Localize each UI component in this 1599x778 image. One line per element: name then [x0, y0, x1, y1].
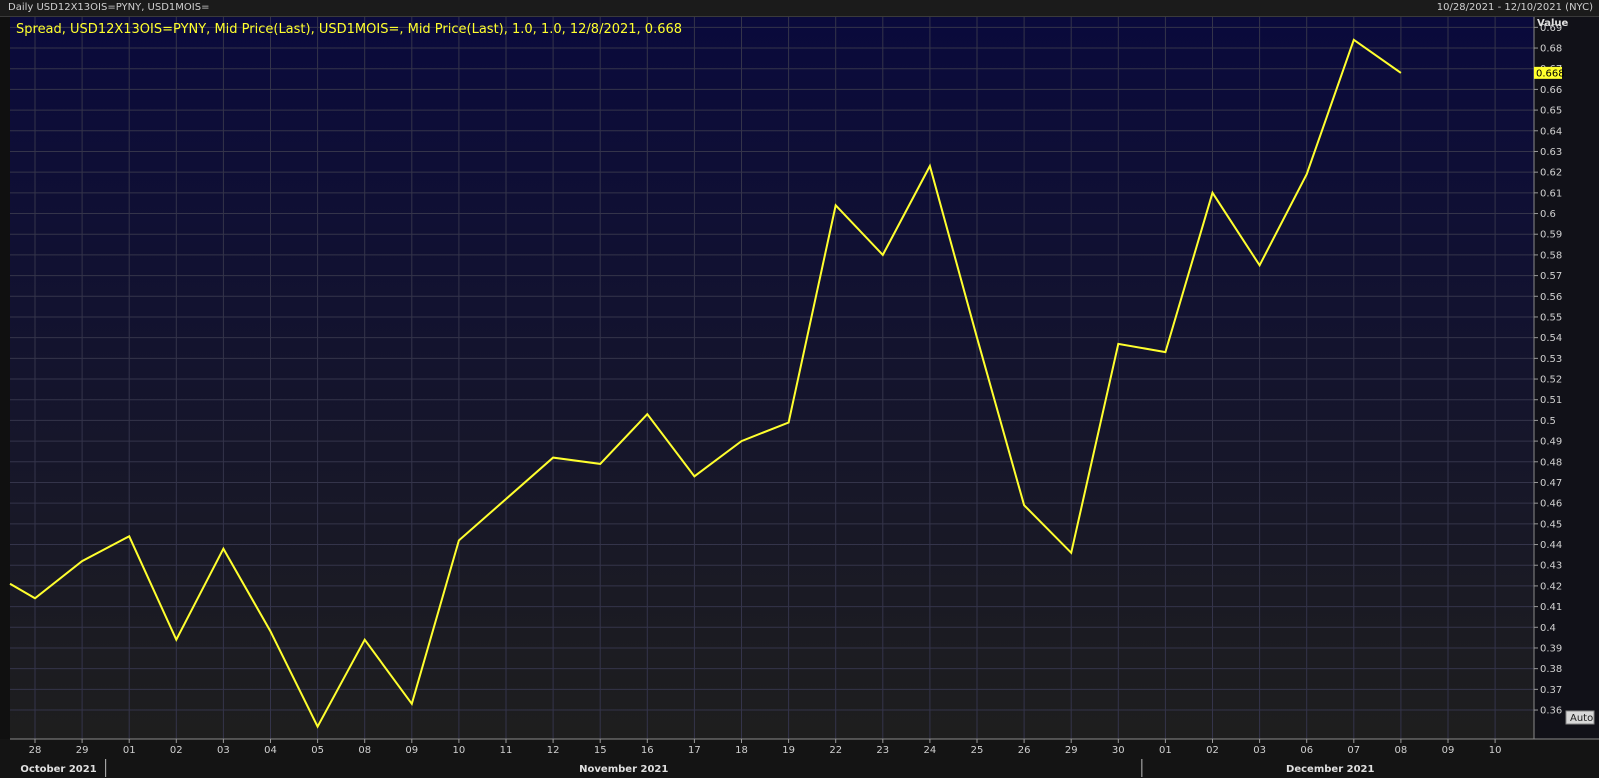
x-tick-label: 28 [29, 745, 42, 756]
y-tick-label: 0.53 [1540, 354, 1562, 365]
x-tick-label: 05 [311, 745, 324, 756]
x-tick-label: 08 [358, 745, 371, 756]
y-tick-label: 0.48 [1540, 457, 1562, 468]
x-tick-label: 02 [1206, 745, 1219, 756]
x-tick-label: 16 [641, 745, 654, 756]
x-tick-label: 18 [735, 745, 748, 756]
x-tick-label: 25 [971, 745, 984, 756]
grid-lines [10, 17, 1599, 740]
y-tick-label: 0.56 [1540, 292, 1562, 303]
x-tick-label: 03 [1253, 745, 1266, 756]
x-tick-label: 23 [876, 745, 889, 756]
y-tick-label: 0.47 [1540, 478, 1562, 489]
x-tick-label: 09 [405, 745, 418, 756]
x-tick-label: 17 [688, 745, 701, 756]
y-tick-label: 0.43 [1540, 561, 1562, 572]
y-tick-label: 0.59 [1540, 230, 1562, 241]
month-label: October 2021 [20, 764, 96, 775]
y-tick-label: 0.38 [1540, 664, 1562, 675]
y-tick-label: 0.66 [1540, 85, 1562, 96]
plot-background [10, 17, 1534, 739]
x-tick-label: 02 [170, 745, 183, 756]
y-tick-label: 0.44 [1540, 540, 1562, 551]
x-tick-label: 01 [1159, 745, 1172, 756]
auto-scale-button[interactable]: Auto [1565, 710, 1595, 725]
last-value-label: 0.668 [1536, 68, 1565, 79]
y-axis-panel [1534, 17, 1599, 739]
x-axis-panel [0, 739, 1599, 778]
x-tick-label: 06 [1300, 745, 1313, 756]
y-tick-label: 0.4 [1540, 623, 1556, 634]
y-tick-label: 0.54 [1540, 333, 1562, 344]
x-tick-label: 04 [264, 745, 277, 756]
chart-date-range: 10/28/2021 - 12/10/2021 (NYC) [1436, 2, 1593, 13]
x-tick-label: 01 [123, 745, 136, 756]
y-tick-label: 0.64 [1540, 126, 1562, 137]
y-tick-label: 0.6 [1540, 209, 1556, 220]
y-tick-label: 0.58 [1540, 250, 1562, 261]
y-tick-label: 0.39 [1540, 643, 1562, 654]
y-tick-label: 0.57 [1540, 271, 1562, 282]
y-tick-label: 0.61 [1540, 188, 1562, 199]
y-tick-label: 0.51 [1540, 395, 1562, 406]
x-tick-label: 12 [547, 745, 560, 756]
x-tick-label: 03 [217, 745, 230, 756]
x-tick-label: 08 [1395, 745, 1408, 756]
y-tick-label: 0.69 [1540, 23, 1562, 34]
x-tick-label: 24 [924, 745, 937, 756]
x-tick-label: 29 [76, 745, 89, 756]
y-axis-ticks: 0.36 0.37 0.38 0.39 0.4 0.41 0.42 0.43 0.44 0.45 0… [1534, 23, 1562, 717]
x-tick-label: 29 [1065, 745, 1078, 756]
chart-instrument-title: Daily USD12X13OIS=PYNY, USD1MOIS= [8, 2, 210, 13]
x-tick-label: 07 [1347, 745, 1360, 756]
x-tick-label: 26 [1018, 745, 1031, 756]
last-value-badge: 0.668 [1534, 66, 1565, 79]
y-tick-label: 0.49 [1540, 437, 1562, 448]
y-tick-label: 0.68 [1540, 44, 1562, 55]
left-edge-strip [0, 17, 10, 739]
x-tick-label: 10 [453, 745, 466, 756]
x-tick-label: 15 [594, 745, 607, 756]
y-tick-label: 0.42 [1540, 581, 1562, 592]
y-tick-label: 0.37 [1540, 685, 1562, 696]
x-tick-label: 19 [782, 745, 795, 756]
y-tick-label: 0.62 [1540, 168, 1562, 179]
x-tick-label: 30 [1112, 745, 1125, 756]
chart-legend-label: Spread, USD12X13OIS=PYNY, Mid Price(Last… [16, 22, 682, 37]
series-layer [9, 38, 1402, 729]
month-label: November 2021 [579, 764, 668, 775]
y-axis-title: Value [1537, 18, 1568, 29]
y-tick-label: 0.45 [1540, 519, 1562, 530]
y-tick-label: 0.63 [1540, 147, 1562, 158]
x-tick-label: 11 [500, 745, 513, 756]
month-label: December 2021 [1286, 764, 1374, 775]
x-tick-label: 10 [1489, 745, 1502, 756]
y-tick-label: 0.46 [1540, 499, 1562, 510]
y-tick-label: 0.36 [1540, 706, 1562, 717]
y-tick-label: 0.41 [1540, 602, 1562, 613]
y-tick-label: 0.5 [1540, 416, 1556, 427]
y-tick-label: 0.52 [1540, 375, 1562, 386]
auto-scale-label: Auto [1570, 713, 1593, 724]
chart-header-bar: Daily USD12X13OIS=PYNY, USD1MOIS= 10/28/… [0, 0, 1599, 17]
month-labels: October 2021 November 2021 December 2021 [20, 759, 1374, 777]
x-tick-label: 22 [829, 745, 842, 756]
x-tick-label: 09 [1442, 745, 1455, 756]
x-axis-ticks: 28 29 01 02 03 04 05 08 09 10 11 12 15 16 17 18 19 22 23 24… [29, 739, 1502, 756]
y-tick-label: 0.65 [1540, 106, 1562, 117]
line-chart[interactable]: 0.36 0.37 0.38 0.39 0.4 0.41 0.42 0.43 0.44 0.45 0… [0, 16, 1599, 778]
y-tick-label: 0.55 [1540, 312, 1562, 323]
